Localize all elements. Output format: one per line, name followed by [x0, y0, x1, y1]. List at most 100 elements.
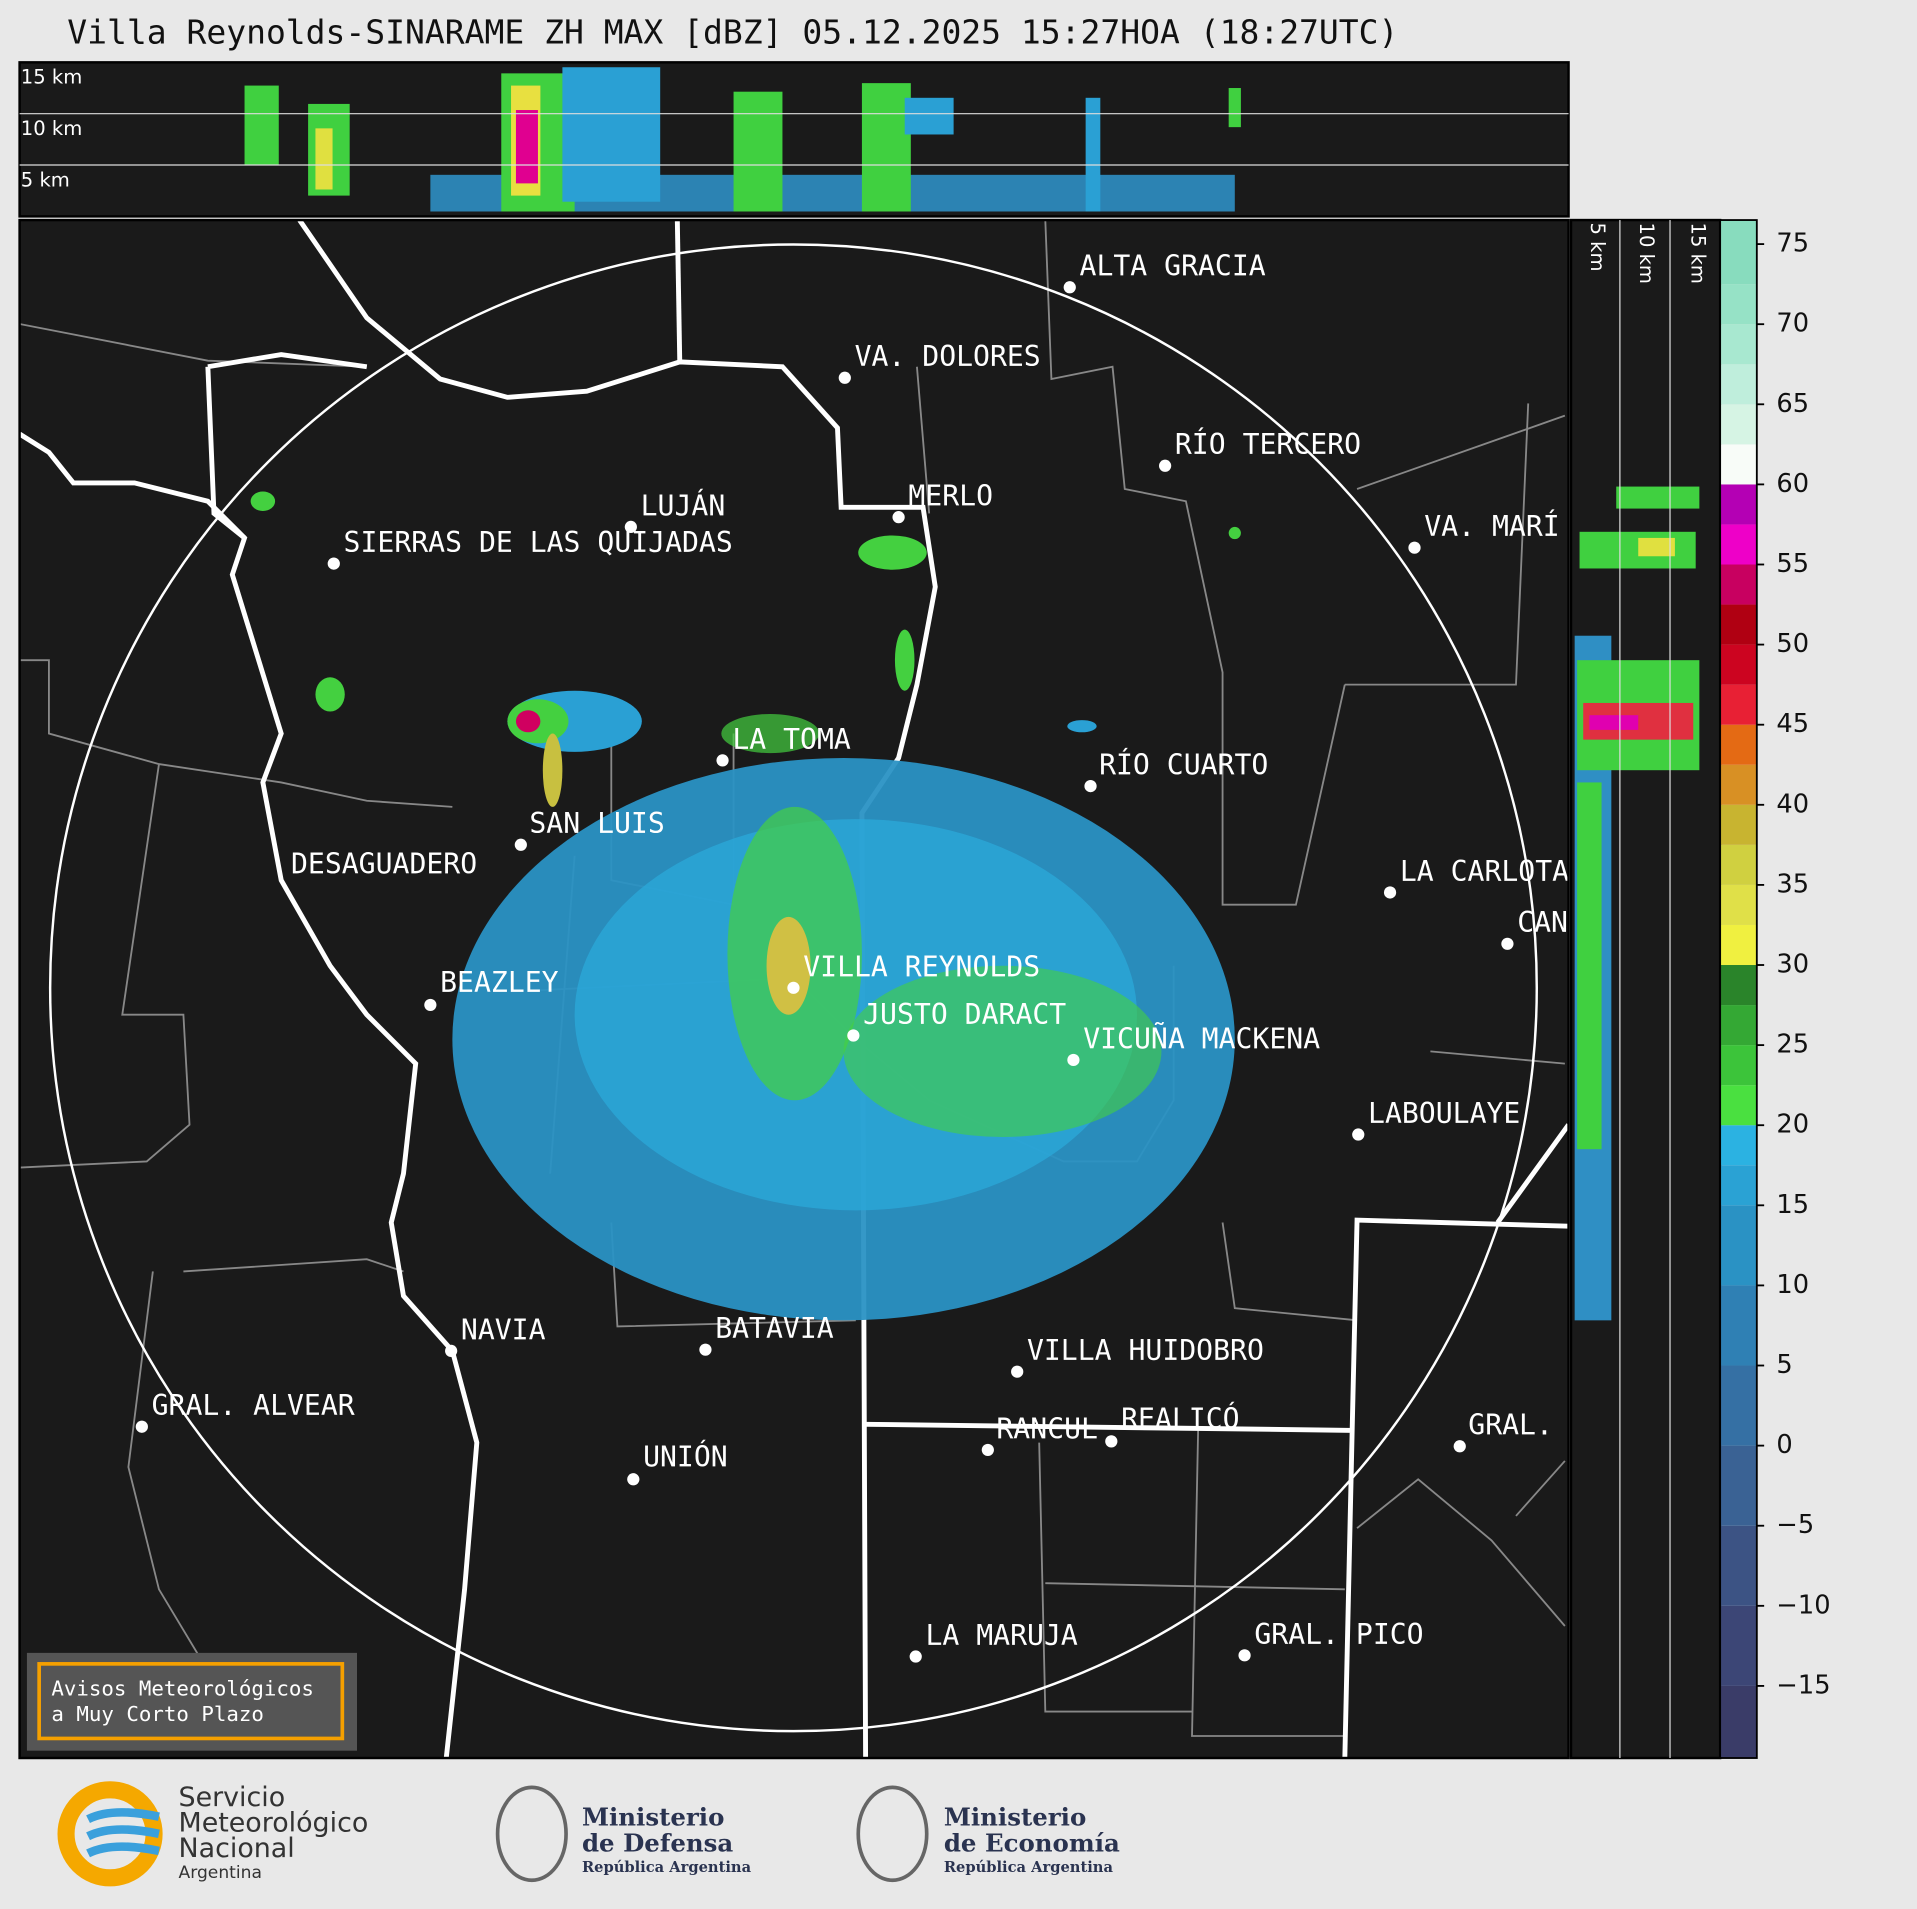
city-label: LUJÁN — [641, 488, 726, 522]
city-label: SIERRAS DE LAS QUIJADAS — [344, 526, 733, 559]
colorbar-tick-label: 25 — [1776, 1030, 1809, 1060]
height-label: 15 km — [1686, 223, 1709, 284]
city-label: REALICÓ — [1121, 1402, 1239, 1436]
colorbar-band — [1720, 1005, 1757, 1046]
colorbar-tick-label: 10 — [1776, 1270, 1809, 1300]
colorbar-band — [1720, 1125, 1757, 1166]
colorbar-band — [1720, 1525, 1757, 1606]
colorbar-band — [1720, 1285, 1757, 1366]
colorbar-band — [1720, 564, 1757, 605]
side-panel: 5 km 10 km 15 km — [1569, 218, 1722, 1760]
notice-text: Avisos Meteorológicos — [51, 1677, 314, 1701]
city-label: VICUÑA MACKENA — [1083, 1021, 1320, 1055]
logo-text: Ministerio — [582, 1803, 724, 1832]
logo-text: República Argentina — [582, 1859, 752, 1876]
colorbar-tick-label: 50 — [1776, 629, 1809, 659]
colorbar-band — [1720, 1685, 1757, 1759]
colorbar-tick-label: 5 — [1776, 1350, 1792, 1380]
colorbar-tick-label: 15 — [1776, 1190, 1809, 1220]
city-label: ALTA GRACIA — [1080, 250, 1266, 283]
height-label: 15 km — [21, 66, 82, 89]
colorbar-band — [1720, 1605, 1757, 1686]
logo-economia: Ministerio de Economía República Argenti… — [856, 1785, 1120, 1883]
city-label: VILLA HUIDOBRO — [1027, 1334, 1264, 1367]
colorbar-tick-label: 30 — [1776, 950, 1809, 980]
colorbar-band — [1720, 965, 1757, 1006]
colorbar-band — [1720, 1445, 1757, 1526]
colorbar-tick-label: 70 — [1776, 309, 1809, 339]
colorbar-tick-label: 0 — [1776, 1430, 1792, 1460]
colorbar-band — [1720, 484, 1757, 525]
logo-text: Meteorológico — [179, 1808, 369, 1839]
city-label: RANCUL — [996, 1412, 1098, 1445]
colorbar-band — [1720, 844, 1757, 885]
city-label: LABOULAYE — [1368, 1097, 1520, 1130]
logo-defensa: Ministerio de Defensa República Argentin… — [495, 1785, 752, 1883]
title: Villa Reynolds-SINARAME ZH MAX [dBZ] 05.… — [67, 13, 1398, 52]
city-label: BEAZLEY — [440, 966, 559, 999]
logo-smn: Servicio Meteorológico Nacional Argentin… — [57, 1781, 369, 1887]
colorbar-tick-label: 65 — [1776, 389, 1809, 419]
colorbar-tick-label: −15 — [1776, 1670, 1830, 1700]
city-label: NAVIA — [461, 1313, 546, 1346]
colorbar-band — [1720, 1165, 1757, 1206]
logo-text: de Economía — [944, 1828, 1120, 1857]
colorbar-tick-label: 45 — [1776, 709, 1809, 739]
colorbar-band — [1720, 284, 1757, 325]
city-label: BATAVIA — [715, 1312, 834, 1345]
colorbar-band — [1720, 1205, 1757, 1286]
city-label: VA. MARÍ — [1424, 509, 1559, 543]
colorbar-band — [1720, 1365, 1757, 1446]
colorbar-tick-label: 55 — [1776, 549, 1809, 579]
city-label: LA TOMA — [732, 723, 851, 756]
colorbar-band — [1720, 684, 1757, 725]
logo-text: Nacional — [179, 1833, 295, 1864]
colorbar-tick-label: 60 — [1776, 469, 1809, 499]
city-label: SAN LUIS — [529, 807, 664, 840]
height-label: 10 km — [21, 117, 82, 140]
colorbar-band — [1720, 724, 1757, 765]
colorbar-tick-label: 40 — [1776, 789, 1809, 819]
logo-text: Argentina — [179, 1863, 262, 1883]
notice-text: a Muy Corto Plazo — [51, 1702, 264, 1726]
logo-text: Ministerio — [944, 1803, 1086, 1832]
city-label: MERLO — [908, 480, 993, 513]
colorbar-band — [1720, 364, 1757, 405]
colorbar-band — [1720, 924, 1757, 966]
top-panel: 15 km 10 km 5 km — [18, 61, 1570, 218]
city-label: RÍO CUARTO — [1099, 748, 1268, 782]
colorbar-band — [1720, 644, 1757, 685]
height-label: 5 km — [1586, 223, 1609, 272]
logo-text: de Defensa — [582, 1828, 733, 1857]
height-label: 5 km — [21, 168, 70, 191]
colorbar-frame — [1719, 219, 1758, 1759]
logo-text: Servicio — [179, 1782, 286, 1813]
city-label: VILLA REYNOLDS — [803, 950, 1040, 983]
city-label: LA CARLOTA — [1400, 855, 1569, 888]
city-label: RÍO TERCERO — [1175, 427, 1361, 461]
colorbar-band — [1720, 804, 1757, 845]
colorbar-tick-label: 20 — [1776, 1110, 1809, 1140]
colorbar-band — [1720, 404, 1757, 445]
logo-text: República Argentina — [944, 1859, 1114, 1876]
colorbar-band — [1720, 884, 1757, 925]
colorbar-band — [1720, 1045, 1757, 1086]
colorbar-band — [1720, 1085, 1757, 1126]
city-label: JUSTO DARACT — [863, 998, 1066, 1031]
map: ALTA GRACIA VA. DOLORES RÍO TERCERO LUJÁ… — [18, 218, 1570, 1760]
colorbar-tick-label: 75 — [1776, 229, 1809, 259]
colorbar-band — [1720, 764, 1757, 805]
colorbar-band — [1720, 524, 1757, 565]
colorbar-band — [1720, 444, 1757, 485]
colorbar-band — [1720, 604, 1757, 645]
notice-box: Avisos Meteorológicos a Muy Corto Plazo — [26, 1652, 358, 1751]
city-label: GRAL. PICO — [1254, 1618, 1423, 1651]
city-label: UNIÓN — [643, 1439, 728, 1473]
colorbar-band — [1720, 324, 1757, 365]
city-label: GRAL. — [1468, 1409, 1553, 1442]
city-label: GRAL. ALVEAR — [152, 1389, 355, 1422]
city-label: LA MARUJA — [925, 1619, 1077, 1652]
colorbar-tick-label: −5 — [1776, 1510, 1814, 1540]
